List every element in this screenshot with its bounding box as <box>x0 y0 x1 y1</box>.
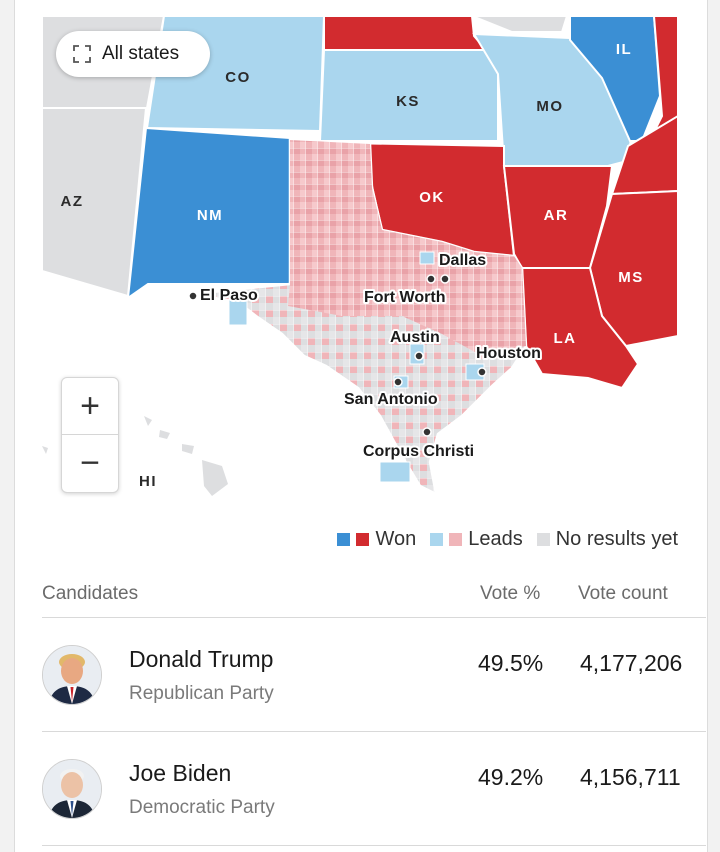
city-label-houston: Houston <box>476 345 541 362</box>
label-la: LA <box>554 330 577 347</box>
legend-leads: Leads <box>430 528 523 551</box>
label-ks: KS <box>396 93 420 110</box>
zoom-controls: + − <box>61 377 119 493</box>
city-dot-austin <box>414 351 424 361</box>
expand-icon <box>73 45 91 63</box>
label-ms: MS <box>618 269 644 286</box>
city-label-san-antonio: San Antonio <box>344 391 438 408</box>
state-nm <box>126 126 291 301</box>
candidate-vote-pct: 49.2% <box>478 764 544 790</box>
election-map[interactable]: CO KS MO IL AZ NM OK AR MS LA HI Dallas … <box>42 16 678 510</box>
divider <box>42 731 706 732</box>
zoom-out-button[interactable]: − <box>62 434 118 491</box>
col-vote-count: Vote count <box>578 583 668 604</box>
city-dot-el-paso <box>188 291 198 301</box>
avatar-biden <box>42 759 102 819</box>
zoom-in-icon: + <box>80 386 100 425</box>
label-ar: AR <box>544 207 569 224</box>
legend-won: Won <box>337 528 416 551</box>
map-legend: Won Leads No results yet <box>0 528 678 551</box>
candidate-vote-count: 4,177,206 <box>580 650 683 676</box>
legend-no-results-label: No results yet <box>555 528 678 550</box>
candidate-name: Donald Trump <box>129 646 274 672</box>
city-dot-dallas <box>440 274 450 284</box>
label-nm: NM <box>197 207 223 224</box>
divider <box>42 845 706 846</box>
divider <box>42 617 706 618</box>
zoom-out-icon: − <box>80 443 100 482</box>
swatch-dem-won <box>337 533 351 546</box>
label-mo: MO <box>536 98 563 115</box>
state-la <box>520 267 640 390</box>
state-tx <box>191 138 528 497</box>
swatch-no-results <box>536 533 550 546</box>
legend-no-results: No results yet <box>536 528 678 551</box>
city-dot-corpus-christi <box>422 427 432 437</box>
candidate-row[interactable]: Joe Biden Democratic Party 49.2% 4,156,7… <box>42 731 706 845</box>
city-label-fort-worth: Fort Worth <box>364 289 445 306</box>
legend-leads-label: Leads <box>468 528 523 550</box>
all-states-button[interactable]: All states <box>56 31 210 77</box>
city-dot-fort-worth <box>426 274 436 284</box>
city-dot-houston <box>477 367 487 377</box>
label-il: IL <box>616 41 632 58</box>
all-states-label: All states <box>102 43 180 64</box>
swatch-dem-leads <box>430 533 444 546</box>
right-gutter <box>707 0 720 852</box>
label-ok: OK <box>419 189 445 206</box>
city-label-corpus-christi: Corpus Christi <box>363 443 474 460</box>
candidate-vote-count: 4,156,711 <box>580 764 681 790</box>
candidate-party: Democratic Party <box>129 797 275 818</box>
state-ks <box>318 49 499 142</box>
city-label-dallas: Dallas <box>439 252 486 269</box>
city-dot-san-antonio <box>393 377 403 387</box>
candidate-name: Joe Biden <box>129 760 232 786</box>
city-label-austin: Austin <box>390 329 440 346</box>
label-hi: HI <box>139 473 157 490</box>
col-vote-pct: Vote % <box>480 583 541 604</box>
candidate-vote-pct: 49.5% <box>478 650 544 676</box>
left-gutter <box>0 0 15 852</box>
zoom-in-button[interactable]: + <box>62 378 118 434</box>
candidate-party: Republican Party <box>129 683 274 704</box>
results-table-header: Candidates Vote % Vote count <box>42 583 678 615</box>
swatch-rep-won <box>356 533 370 546</box>
city-label-el-paso: El Paso <box>200 287 258 304</box>
map-canvas: CO KS MO IL AZ NM OK AR MS LA HI Dallas … <box>42 16 678 510</box>
avatar-trump <box>42 645 102 705</box>
swatch-rep-leads <box>449 533 463 546</box>
candidate-row[interactable]: Donald Trump Republican Party 49.5% 4,17… <box>42 617 706 731</box>
label-az: AZ <box>61 193 84 210</box>
col-candidates: Candidates <box>42 583 139 604</box>
legend-won-label: Won <box>375 528 417 550</box>
label-co: CO <box>225 69 251 86</box>
